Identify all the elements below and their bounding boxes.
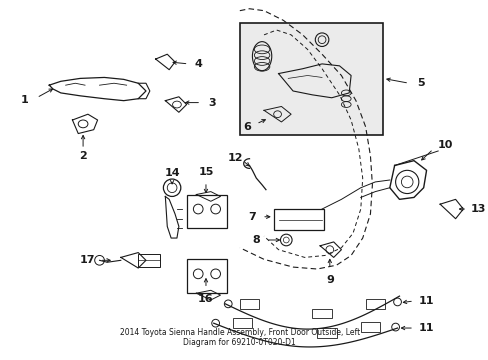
Bar (138, 253, 159, 267)
Text: 3: 3 (207, 98, 215, 108)
Text: 7: 7 (248, 212, 256, 222)
Text: 8: 8 (252, 235, 260, 245)
Bar (365, 299, 384, 309)
Text: 2: 2 (79, 151, 87, 161)
Text: 2014 Toyota Sienna Handle Assembly, Front Door Outside, Left
Diagram for 69210-0: 2014 Toyota Sienna Handle Assembly, Fron… (120, 328, 359, 347)
Text: 11: 11 (418, 296, 433, 306)
Text: 4: 4 (194, 59, 202, 69)
Bar (233, 318, 252, 328)
Text: 14: 14 (164, 168, 180, 178)
Bar (360, 322, 379, 332)
Text: 1: 1 (20, 95, 28, 105)
Bar (312, 309, 331, 318)
Bar (186, 194, 227, 228)
Text: 6: 6 (243, 122, 251, 132)
Bar (273, 209, 324, 230)
Text: 12: 12 (227, 153, 242, 163)
Text: 11: 11 (418, 323, 433, 333)
Bar (239, 299, 259, 309)
Bar (186, 259, 227, 293)
Text: 17: 17 (80, 255, 96, 265)
Text: 9: 9 (325, 275, 333, 285)
Bar (239, 23, 382, 135)
Text: 16: 16 (198, 294, 213, 304)
Text: 10: 10 (437, 140, 453, 150)
Bar (317, 328, 336, 338)
Text: 5: 5 (416, 78, 424, 88)
Text: 15: 15 (198, 167, 213, 177)
Text: 13: 13 (470, 204, 486, 214)
